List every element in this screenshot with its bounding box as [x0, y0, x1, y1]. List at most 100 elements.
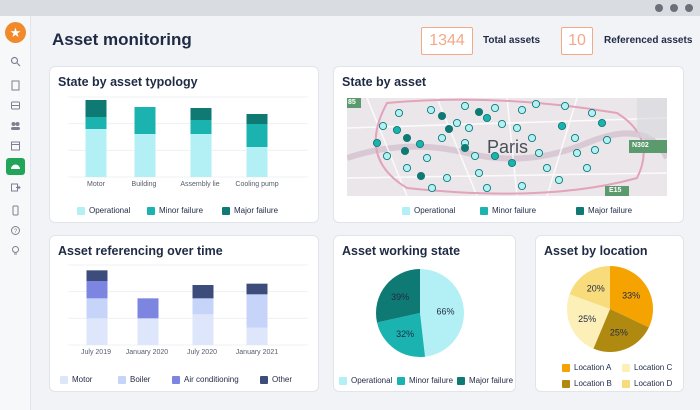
- asset-marker[interactable]: [560, 101, 570, 111]
- asset-marker[interactable]: [422, 153, 432, 163]
- pie-slice-major-failure[interactable]: [376, 269, 420, 323]
- asset-marker[interactable]: [474, 107, 484, 117]
- asset-marker[interactable]: [402, 163, 412, 173]
- asset-marker[interactable]: [427, 183, 437, 193]
- asset-marker[interactable]: [557, 121, 567, 131]
- pie-value-label: 32%: [396, 329, 414, 339]
- asset-marker[interactable]: [464, 123, 474, 133]
- bar-segment-air-conditioning[interactable]: [137, 298, 159, 319]
- bar-segment-major-failure[interactable]: [85, 100, 107, 117]
- asset-marker[interactable]: [437, 111, 447, 121]
- asset-marker[interactable]: [582, 163, 592, 173]
- bar-segment-other[interactable]: [192, 285, 214, 299]
- window-control-dot[interactable]: [670, 4, 678, 12]
- logo-star-icon[interactable]: ★: [5, 22, 26, 43]
- asset-map[interactable]: 85 N302 E15 Paris: [347, 98, 667, 196]
- bar-segment-minor-failure[interactable]: [134, 107, 156, 134]
- search-icon[interactable]: [10, 56, 21, 67]
- asset-marker[interactable]: [590, 145, 600, 155]
- bar-segment-motor[interactable]: [192, 314, 214, 345]
- bar-segment-operational[interactable]: [190, 134, 212, 177]
- dashboard-active-indicator[interactable]: [6, 158, 25, 175]
- asset-marker[interactable]: [482, 183, 492, 193]
- bar-segment-other[interactable]: [246, 283, 268, 295]
- asset-marker[interactable]: [534, 148, 544, 158]
- calendar-icon[interactable]: [10, 140, 21, 151]
- database-icon[interactable]: [10, 100, 21, 111]
- bar-segment-air-conditioning[interactable]: [86, 281, 108, 299]
- asset-marker[interactable]: [415, 139, 425, 149]
- asset-marker[interactable]: [517, 181, 527, 191]
- asset-marker[interactable]: [490, 151, 500, 161]
- users-icon[interactable]: [10, 120, 21, 131]
- asset-marker[interactable]: [497, 119, 507, 129]
- export-icon[interactable]: [10, 182, 21, 193]
- pie-slice-location-a[interactable]: [610, 266, 653, 328]
- bar-segment-major-failure[interactable]: [246, 114, 268, 124]
- legend-item: Minor failure: [147, 206, 203, 215]
- asset-marker[interactable]: [470, 151, 480, 161]
- window-control-dot[interactable]: [655, 4, 663, 12]
- pie-slice-location-c[interactable]: [567, 294, 610, 349]
- asset-marker[interactable]: [426, 105, 436, 115]
- legend-swatch: [60, 375, 68, 384]
- bar-segment-boiler[interactable]: [246, 294, 268, 328]
- bar-segment-minor-failure[interactable]: [190, 120, 212, 134]
- lightbulb-icon[interactable]: [10, 245, 21, 256]
- pie-slice-location-b[interactable]: [593, 309, 649, 352]
- asset-marker[interactable]: [460, 143, 470, 153]
- asset-marker[interactable]: [400, 146, 410, 156]
- bar-segment-operational[interactable]: [134, 134, 156, 177]
- bar-segment-boiler[interactable]: [192, 298, 214, 315]
- asset-marker[interactable]: [474, 168, 484, 178]
- asset-marker[interactable]: [378, 121, 388, 131]
- bar-segment-motor[interactable]: [246, 327, 268, 345]
- legend-swatch: [562, 363, 570, 372]
- asset-marker[interactable]: [444, 124, 454, 134]
- asset-marker[interactable]: [517, 105, 527, 115]
- asset-marker[interactable]: [572, 148, 582, 158]
- asset-marker[interactable]: [570, 133, 580, 143]
- help-icon[interactable]: ?: [10, 225, 21, 236]
- pie-slice-operational[interactable]: [420, 269, 465, 357]
- legend-item: Major failure: [457, 376, 513, 385]
- mobile-icon[interactable]: [10, 205, 21, 216]
- asset-marker[interactable]: [542, 163, 552, 173]
- window-control-dot[interactable]: [685, 4, 693, 12]
- asset-marker[interactable]: [442, 173, 452, 183]
- bar-segment-major-failure[interactable]: [190, 108, 212, 120]
- bar-segment-motor[interactable]: [137, 318, 159, 345]
- asset-marker[interactable]: [554, 175, 564, 185]
- bar-segment-boiler[interactable]: [86, 298, 108, 319]
- asset-marker[interactable]: [482, 113, 492, 123]
- asset-marker[interactable]: [490, 103, 500, 113]
- pie-slice-minor-failure[interactable]: [377, 313, 426, 357]
- asset-marker[interactable]: [460, 101, 470, 111]
- asset-marker[interactable]: [372, 138, 382, 148]
- asset-marker[interactable]: [597, 118, 607, 128]
- asset-marker[interactable]: [416, 171, 426, 181]
- legend-swatch: [77, 206, 85, 215]
- asset-marker[interactable]: [392, 125, 402, 135]
- bar-segment-other[interactable]: [86, 270, 108, 281]
- bar-segment-operational[interactable]: [85, 129, 107, 177]
- bar-segment-operational[interactable]: [246, 147, 268, 177]
- bar-segment-minor-failure[interactable]: [85, 117, 107, 129]
- document-icon[interactable]: [10, 80, 21, 91]
- asset-marker[interactable]: [602, 135, 612, 145]
- asset-marker[interactable]: [437, 133, 447, 143]
- pie-slice-location-d[interactable]: [569, 266, 610, 309]
- asset-marker[interactable]: [531, 99, 541, 109]
- asset-marker[interactable]: [452, 118, 462, 128]
- asset-marker[interactable]: [512, 123, 522, 133]
- asset-marker[interactable]: [507, 158, 517, 168]
- asset-marker[interactable]: [402, 133, 412, 143]
- card-title: State by asset typology: [58, 75, 198, 89]
- asset-marker[interactable]: [587, 108, 597, 118]
- asset-marker[interactable]: [382, 151, 392, 161]
- asset-marker[interactable]: [394, 108, 404, 118]
- map-road-label: N302: [632, 142, 649, 149]
- bar-segment-motor[interactable]: [86, 318, 108, 345]
- asset-marker[interactable]: [527, 133, 537, 143]
- bar-segment-minor-failure[interactable]: [246, 124, 268, 147]
